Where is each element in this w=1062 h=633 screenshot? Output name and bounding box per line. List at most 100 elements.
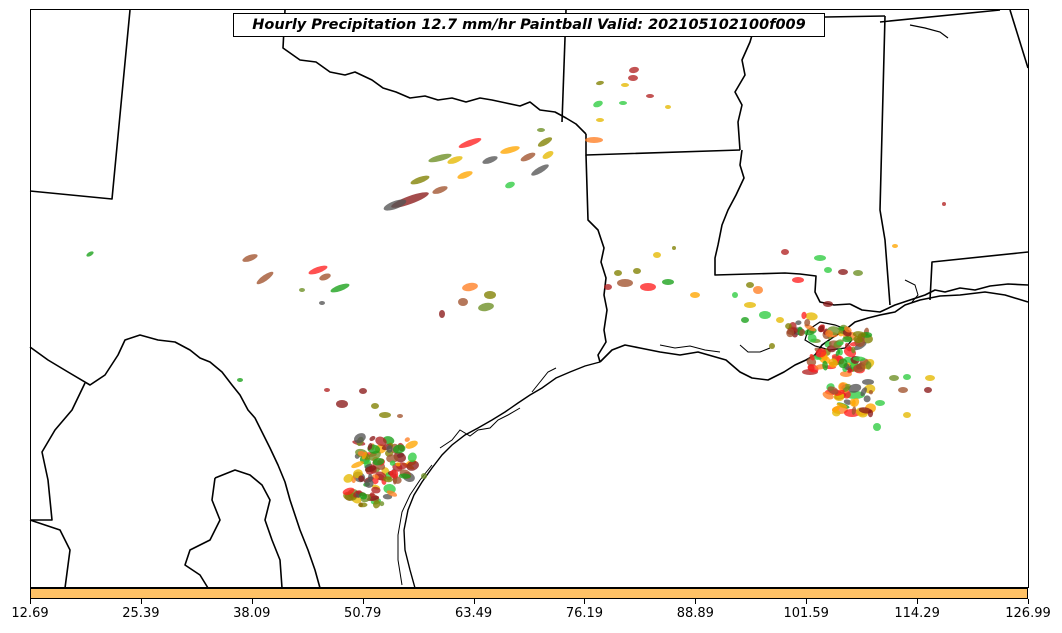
precip-cell <box>389 469 399 479</box>
precip-cell <box>843 326 852 333</box>
boundary-ga-tn <box>879 9 1001 23</box>
precip-cell <box>842 336 853 343</box>
precip-cell <box>537 128 545 132</box>
precip-cell <box>614 270 622 276</box>
colorbar-tick <box>806 599 807 604</box>
precip-cell <box>792 277 804 283</box>
colorbar-tick-label: 12.69 <box>11 606 49 621</box>
precip-cell <box>851 346 856 354</box>
precip-cell <box>86 251 94 257</box>
precip-cell <box>862 379 874 385</box>
precip-cell <box>741 317 749 323</box>
precip-cell <box>853 336 863 343</box>
precip-cell <box>690 292 700 298</box>
precip-cell <box>804 319 811 327</box>
precip-cell <box>769 343 775 349</box>
precip-cell <box>354 433 366 444</box>
precip-cell <box>852 331 866 338</box>
precip-cell <box>852 363 866 373</box>
precip-cell <box>744 302 756 308</box>
precip-cell <box>807 333 817 343</box>
precip-cell <box>629 66 639 74</box>
precip-cell <box>386 454 399 463</box>
precip-cell <box>832 405 840 412</box>
precip-cell <box>432 186 448 194</box>
precip-paintball-cells <box>86 66 946 509</box>
precip-cell <box>873 423 881 431</box>
precip-cell <box>462 282 478 292</box>
precip-cell <box>343 474 354 483</box>
precip-cell <box>665 105 671 109</box>
precip-cell <box>875 400 885 406</box>
precip-cell <box>379 501 385 507</box>
precip-cell <box>834 389 845 396</box>
precip-cell <box>892 244 898 248</box>
precip-cell <box>319 301 325 305</box>
precip-cell <box>925 375 935 381</box>
precip-cell <box>746 282 754 288</box>
precip-cell <box>863 395 871 403</box>
precip-cell <box>619 101 627 105</box>
precip-cell <box>836 402 848 409</box>
precip-cell <box>799 329 805 337</box>
precip-cell <box>838 269 848 275</box>
mobile-bay <box>904 279 919 303</box>
colorbar-tick-label: 76.19 <box>565 606 604 621</box>
precip-cell <box>428 153 452 163</box>
precip-cell <box>814 255 826 261</box>
precip-cell <box>781 249 789 255</box>
precip-cell <box>827 386 839 395</box>
precip-cell <box>406 460 419 471</box>
precip-cell <box>375 436 387 447</box>
colorbar-tick-label: 126.99 <box>1005 606 1051 621</box>
precip-cell <box>447 156 463 164</box>
precip-cell <box>478 302 494 312</box>
colorbar-tick <box>363 599 364 604</box>
colorbar-tick-label: 101.59 <box>783 606 829 621</box>
precip-cell <box>542 151 554 159</box>
precip-cell <box>407 452 417 463</box>
colorbar-tick <box>584 599 585 604</box>
precip-cell <box>397 414 403 418</box>
precip-cell <box>732 292 738 298</box>
precip-cell <box>398 473 411 479</box>
boundary-ms-al <box>879 15 891 306</box>
precip-cell <box>596 118 604 122</box>
precip-cell <box>351 461 364 469</box>
la-marsh-2 <box>659 344 721 353</box>
boundary-ms-coast <box>849 283 1029 313</box>
map-frame <box>30 9 1029 588</box>
precip-cell <box>785 323 792 330</box>
colorbar-tick <box>30 599 31 604</box>
ar-tn-river <box>909 24 949 39</box>
precip-cell <box>617 279 633 287</box>
boundary-la-ms <box>714 149 851 306</box>
bay-outline-1 <box>439 407 521 449</box>
boundary-rio-grande <box>29 334 321 589</box>
precip-cell <box>662 279 674 285</box>
precip-cell <box>640 283 656 291</box>
precip-cell <box>849 398 856 407</box>
precip-cell <box>604 284 612 290</box>
precip-cell <box>372 477 379 485</box>
precip-cell <box>889 375 899 381</box>
precip-cell <box>822 391 834 400</box>
colorbar-tick-label: 38.09 <box>233 606 271 621</box>
precip-cell <box>372 474 379 479</box>
precip-cell <box>805 312 818 321</box>
precip-cell <box>392 444 406 454</box>
precip-cell <box>299 288 305 292</box>
precip-cell <box>672 246 676 250</box>
precip-cell <box>838 358 848 369</box>
precip-cell <box>822 360 828 371</box>
precip-cell <box>379 412 391 418</box>
colorbar <box>30 588 1028 599</box>
precip-cell <box>628 75 638 81</box>
precip-cell <box>369 436 376 441</box>
precip-cell <box>520 152 536 162</box>
precip-cell <box>531 164 549 176</box>
boundary-tx-ok-north <box>282 9 587 135</box>
precip-cell <box>593 100 603 108</box>
precip-cell <box>633 268 641 274</box>
